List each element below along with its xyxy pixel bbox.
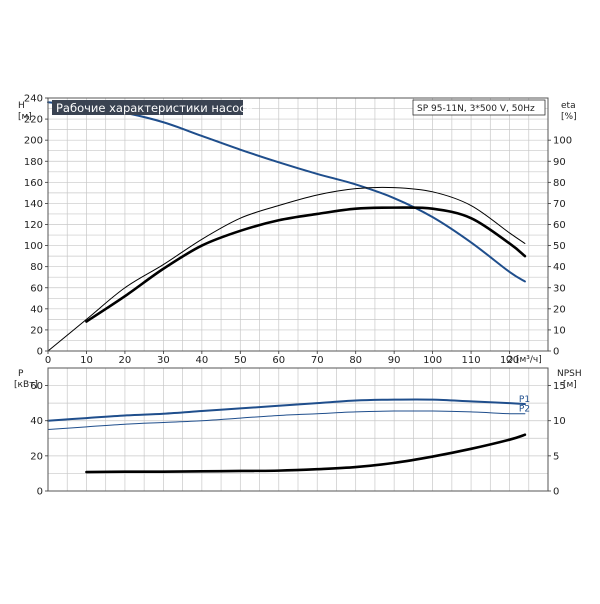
npsh-tick-label: 5	[553, 451, 559, 462]
y-left-tick-label: 160	[24, 178, 43, 189]
x-tick-label: 20	[119, 355, 132, 366]
top-series-line-1	[47, 186, 526, 352]
y-left-tick-label: 100	[24, 241, 43, 252]
y-right-tick-label: 100	[553, 136, 572, 147]
x-tick-label: 100	[423, 355, 442, 366]
top-x-ticks: 0 10 20 30 40 50 60 70 80 90 100 110 120	[45, 351, 519, 366]
y-left-tick-label: 120	[24, 220, 43, 231]
series-label-p1: P1	[519, 395, 530, 405]
y-left-tick-label: 240	[24, 94, 43, 105]
bottom-series-line-1	[47, 410, 526, 430]
x-tick-label: 70	[311, 355, 324, 366]
y-left-tick-label: 40	[30, 304, 43, 315]
npsh-axis-label: NPSH	[557, 369, 582, 379]
x-tick-label: 0	[45, 355, 51, 366]
bottom-series-line-0	[47, 398, 526, 422]
p-tick-label: 60	[30, 381, 43, 392]
bottom-grid	[48, 368, 548, 491]
top-grid	[48, 98, 548, 351]
title-box	[52, 100, 243, 115]
y-right-unit: [%]	[561, 112, 577, 122]
npsh-tick-label: 10	[553, 416, 566, 427]
bottom-y-left-ticks: 0 20 40 60	[30, 381, 48, 498]
p-axis-label: P	[18, 369, 24, 379]
y-left-tick-label: 220	[24, 115, 43, 126]
top-y-left-ticks: 0 20 40 60 80 100 120 140 160 180 200 220 240	[24, 94, 48, 358]
y-right-label: eta	[561, 101, 576, 111]
x-tick-label: 60	[272, 355, 285, 366]
y-right-tick-label: 30	[553, 283, 566, 294]
x-tick-label: 110	[462, 355, 481, 366]
p-axis-unit: [кВт]	[14, 380, 38, 390]
x-tick-label: 120	[500, 355, 519, 366]
y-right-tick-label: 10	[553, 325, 566, 336]
x-tick-label: 50	[234, 355, 247, 366]
y-right-tick-label: 20	[553, 304, 566, 315]
x-tick-label: 90	[388, 355, 401, 366]
series-label-p2: P2	[519, 405, 530, 415]
bottom-series-line-2	[85, 433, 527, 474]
x-tick-label: 40	[195, 355, 208, 366]
x-tick-label: 80	[349, 355, 362, 366]
y-right-tick-label: 70	[553, 199, 566, 210]
bottom-plot-frame	[47, 367, 549, 492]
y-right-tick-label: 50	[553, 241, 566, 252]
y-left-tick-label: 140	[24, 199, 43, 210]
y-left-unit: [м]	[18, 112, 32, 122]
y-right-tick-label: 40	[553, 262, 566, 273]
y-left-tick-label: 60	[30, 283, 43, 294]
x-tick-label: 10	[80, 355, 93, 366]
p-tick-label: 0	[37, 487, 43, 498]
y-right-tick-label: 80	[553, 178, 566, 189]
y-left-label: H	[18, 101, 25, 111]
x-axis-label: Q [м³/ч]	[506, 355, 542, 365]
npsh-axis-unit: [м]	[563, 380, 577, 390]
bottom-y-right-ticks: 0 5 10 15	[548, 381, 566, 498]
y-right-tick-label: 90	[553, 157, 566, 168]
y-left-tick-label: 20	[30, 325, 43, 336]
top-series-line-2	[85, 206, 527, 323]
p-tick-label: 40	[30, 416, 43, 427]
model-box	[412, 99, 546, 116]
y-left-tick-label: 180	[24, 157, 43, 168]
chart-title: Рабочие характеристики насоса	[56, 101, 253, 115]
bottom-series	[47, 398, 527, 474]
p-tick-label: 20	[30, 451, 43, 462]
y-left-tick-label: 200	[24, 136, 43, 147]
y-right-tick-label: 0	[553, 347, 559, 358]
y-right-tick-label: 60	[553, 220, 566, 231]
npsh-tick-label: 15	[553, 381, 566, 392]
top-y-right-ticks: 0 10 20 30 40 50 60 70 80 90 100	[548, 136, 572, 358]
y-left-tick-label: 0	[37, 347, 43, 358]
model-label: SP 95-11N, 3*500 V, 50Hz	[417, 104, 535, 114]
y-left-tick-label: 80	[30, 262, 43, 273]
npsh-tick-label: 0	[553, 487, 559, 498]
x-tick-label: 30	[157, 355, 170, 366]
